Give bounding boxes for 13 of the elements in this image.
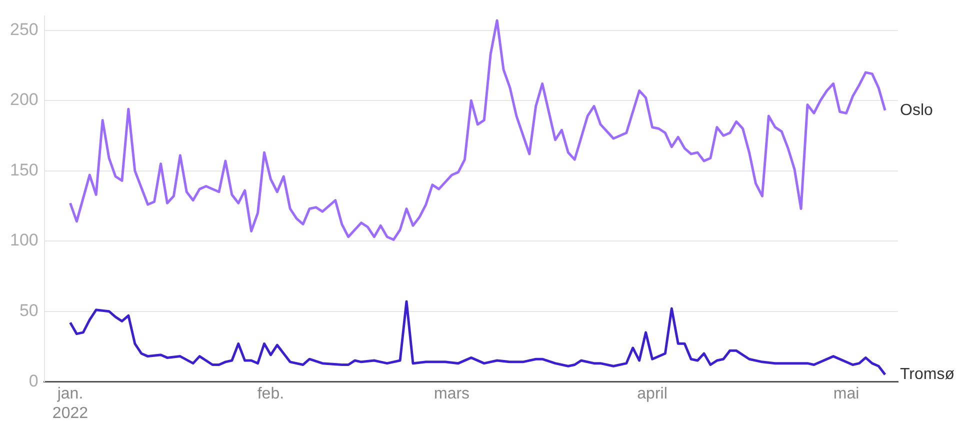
series-label: Tromsø (900, 366, 955, 383)
y-tick-label: 0 (28, 371, 38, 390)
x-tick-label: jan. 2022 (52, 386, 88, 422)
x-tick-label: feb. (257, 386, 284, 403)
y-tick-label: 250 (10, 20, 38, 39)
x-tick-label: mars (434, 386, 470, 403)
x-tick-label: april (637, 386, 668, 403)
y-tick-label: 50 (19, 301, 38, 320)
series-label: Oslo (900, 102, 933, 119)
y-tick-label: 100 (10, 230, 38, 250)
y-tick-label: 200 (10, 90, 38, 110)
y-tick-label: 150 (10, 160, 38, 180)
x-tick-label: mai (833, 386, 860, 403)
